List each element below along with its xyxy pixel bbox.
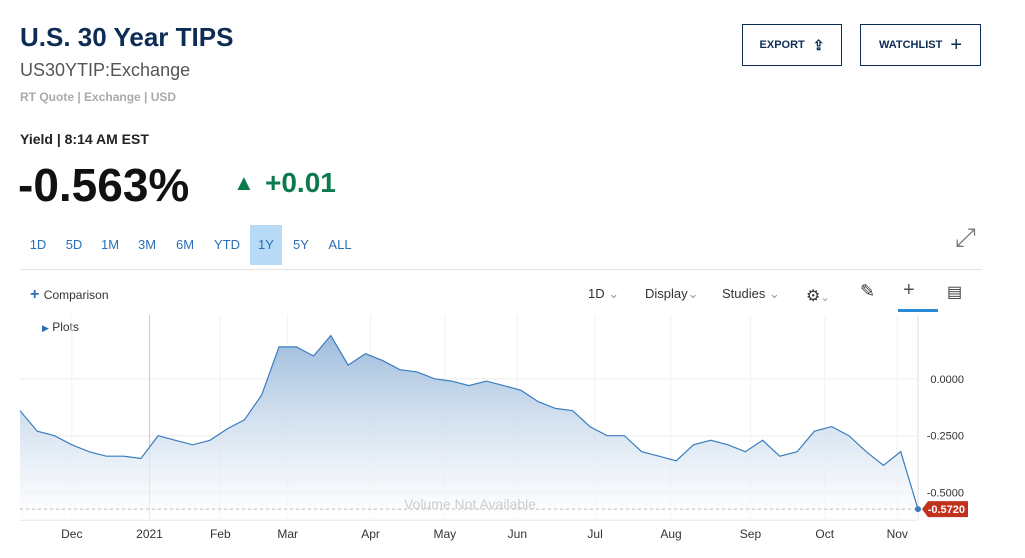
title: U.S. 30 Year TIPS [20, 22, 234, 52]
x-tick-label: Apr [361, 527, 380, 541]
range-tab[interactable]: 6M [175, 237, 195, 252]
divider [20, 269, 982, 270]
line [19, 334, 919, 510]
x-tick-label: Feb [210, 527, 231, 541]
comparison[interactable]: + Comparison [30, 286, 109, 303]
x-tick-label: Oct [815, 527, 834, 541]
studies[interactable]: Studies ⌄ [722, 286, 780, 301]
up-arrow: ▲ [233, 170, 255, 195]
range-tab[interactable]: YTD [214, 237, 240, 252]
y-tick-label: -0.5000 [927, 488, 964, 500]
crosshair[interactable]: + [903, 279, 915, 301]
range-tab[interactable]: 1D [29, 237, 47, 252]
label: 1D [588, 286, 605, 301]
last-value-tag [922, 501, 968, 518]
change: +0.01 [265, 167, 336, 198]
volume-note: Volume Not Available [404, 496, 536, 512]
quote-info: RT Quote | Exchange | USD [20, 90, 177, 104]
range-tab[interactable]: 1Y [250, 225, 282, 265]
display[interactable]: Display⌄ [645, 286, 699, 301]
x-tick-label: Sep [740, 527, 762, 541]
y-tick-label: -0.2500 [927, 431, 964, 443]
last-value-label: -0.5720 [928, 504, 965, 516]
yield-time: Yield | 8:14 AM EST [20, 131, 149, 147]
y-tick-label: 0.0000 [930, 374, 964, 386]
label: EXPORT [759, 39, 805, 51]
x-tick-label: Aug [660, 527, 681, 541]
range-tab[interactable]: 5D [65, 237, 83, 252]
range-tab[interactable]: 5Y [293, 237, 309, 252]
comments[interactable]: ▤ [947, 284, 963, 301]
label: Comparison [43, 288, 109, 302]
settings[interactable]: ⚙⌄ [806, 288, 830, 305]
label: Studies [722, 286, 766, 301]
symbol: US30YTIP:Exchange [20, 60, 191, 80]
range-tab[interactable]: 3M [137, 237, 157, 252]
x-tick-label: Jun [508, 527, 527, 541]
watchlist-button[interactable]: WATCHLIST + [860, 24, 981, 66]
range-tab[interactable]: ALL [328, 237, 352, 252]
interval[interactable]: 1D ⌄ [588, 286, 620, 301]
range-tab[interactable]: 1M [100, 237, 120, 252]
x-tick-label: 2021 [136, 527, 163, 541]
price: -0.563% [18, 159, 190, 211]
x-tick-label: Mar [277, 527, 298, 541]
crosshair-active [898, 309, 938, 312]
label: WATCHLIST [878, 39, 943, 51]
label: Display [645, 286, 688, 301]
x-tick-label: Dec [61, 527, 82, 541]
export-button[interactable]: EXPORT ⇪ [742, 24, 842, 66]
draw-tool[interactable]: ✎ [860, 281, 876, 301]
x-tick-label: Jul [587, 527, 602, 541]
x-tick-label: May [433, 527, 456, 541]
expand-icon[interactable]: ⤢ [955, 222, 976, 252]
last-point [915, 506, 921, 513]
area-fill [20, 335, 918, 520]
x-tick-label: Nov [887, 527, 908, 541]
